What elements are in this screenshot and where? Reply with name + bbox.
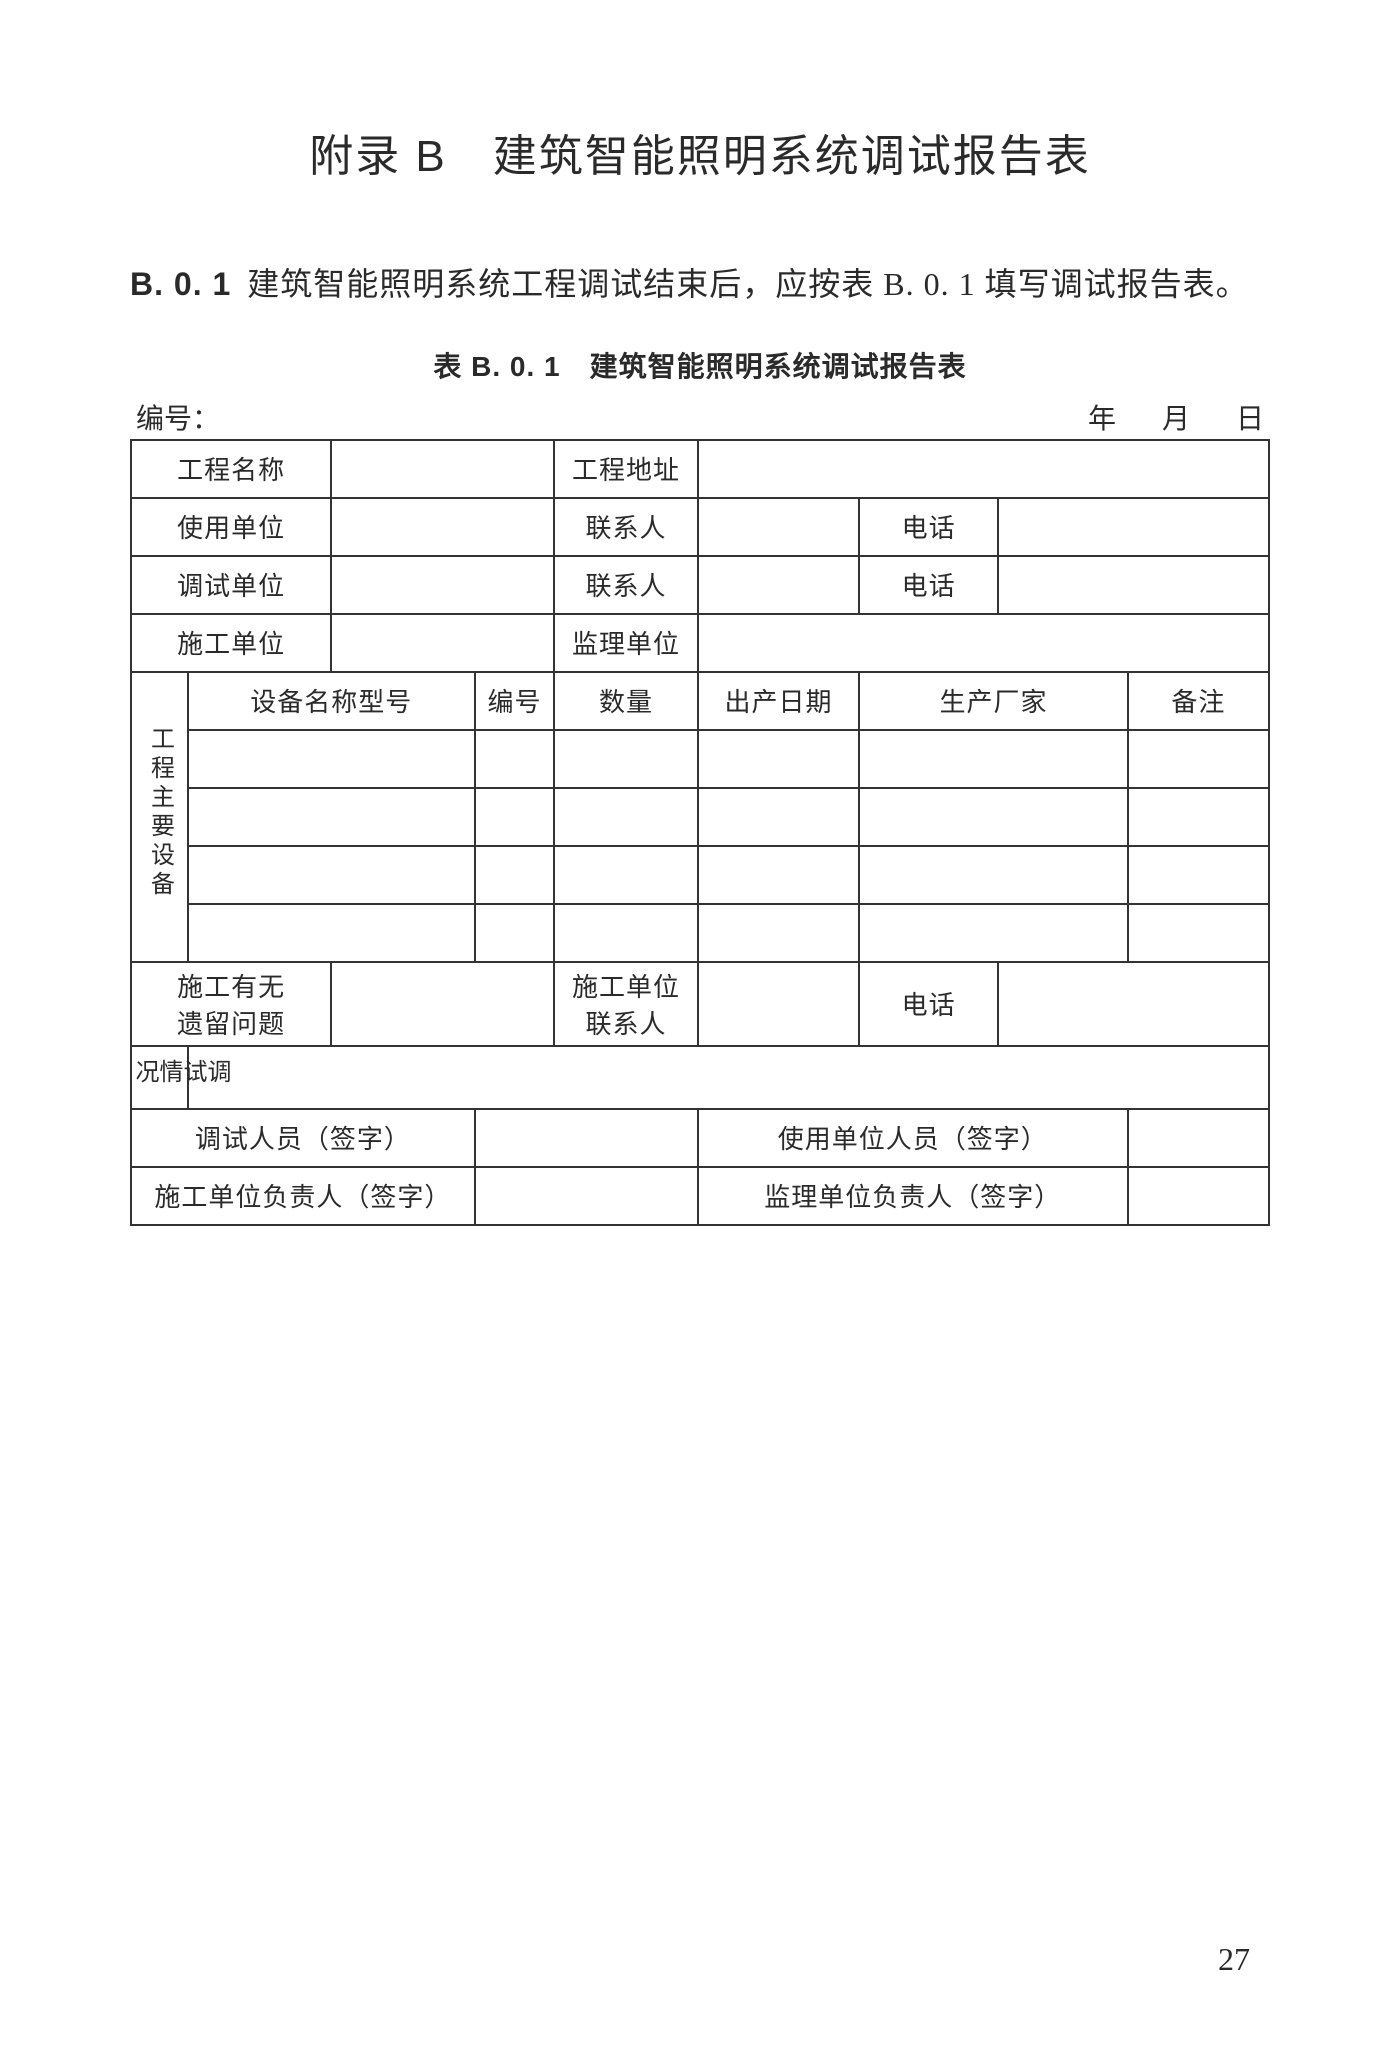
cell-empty bbox=[1128, 846, 1269, 904]
label-sig-debug-staff: 调试人员（签字） bbox=[131, 1109, 475, 1167]
cell-empty bbox=[1128, 1109, 1269, 1167]
cell-empty bbox=[998, 556, 1269, 614]
table-row: 调试情况 bbox=[131, 1046, 1269, 1109]
appendix-heading: 附录 B 建筑智能照明系统调试报告表 bbox=[130, 120, 1270, 184]
cell-empty bbox=[188, 1046, 1269, 1109]
cell-empty bbox=[554, 730, 697, 788]
cell-empty bbox=[475, 1109, 698, 1167]
cell-empty bbox=[188, 788, 475, 846]
cell-empty bbox=[188, 904, 475, 962]
cell-empty bbox=[698, 730, 860, 788]
cell-empty bbox=[554, 788, 697, 846]
table-row: 施工单位负责人（签字） 监理单位负责人（签字） bbox=[131, 1167, 1269, 1225]
cell-empty bbox=[475, 788, 555, 846]
label-phone: 电话 bbox=[859, 556, 998, 614]
table-caption: 表 B. 0. 1 建筑智能照明系统调试报告表 bbox=[130, 345, 1270, 385]
cell-empty bbox=[1128, 904, 1269, 962]
cell-empty bbox=[859, 904, 1128, 962]
cell-empty bbox=[331, 614, 554, 672]
month-label: 月 bbox=[1162, 404, 1190, 435]
cell-empty bbox=[1128, 1167, 1269, 1225]
label-contact: 联系人 bbox=[554, 556, 697, 614]
label-debug-unit: 调试单位 bbox=[131, 556, 331, 614]
cell-empty bbox=[859, 788, 1128, 846]
cell-empty bbox=[475, 730, 555, 788]
table-row bbox=[131, 904, 1269, 962]
paragraph-text: 建筑智能照明系统工程调试结束后，应按表 B. 0. 1 填写调试报告表。 bbox=[247, 266, 1248, 302]
section-number: B. 0. 1 bbox=[130, 266, 231, 302]
cell-empty bbox=[331, 556, 554, 614]
table-row: 施工有无 遗留问题 施工单位 联系人 电话 bbox=[131, 962, 1269, 1046]
cell-empty bbox=[859, 846, 1128, 904]
intro-paragraph: B. 0. 1 建筑智能照明系统工程调试结束后，应按表 B. 0. 1 填写调试报… bbox=[130, 254, 1270, 315]
label-supervision-unit: 监理单位 bbox=[554, 614, 697, 672]
cell-empty bbox=[475, 846, 555, 904]
meta-line: 编号： 年 月 日 bbox=[130, 397, 1270, 437]
label-project-address: 工程地址 bbox=[554, 440, 697, 498]
label-user-unit: 使用单位 bbox=[131, 498, 331, 556]
table-row: 施工单位 监理单位 bbox=[131, 614, 1269, 672]
cell-empty bbox=[188, 846, 475, 904]
table-row bbox=[131, 846, 1269, 904]
label-main-equipment: 工程主要设备 bbox=[131, 672, 188, 962]
label-contact: 联系人 bbox=[554, 498, 697, 556]
cell-empty bbox=[698, 846, 860, 904]
label-remark: 备注 bbox=[1128, 672, 1269, 730]
page: 附录 B 建筑智能照明系统调试报告表 B. 0. 1 建筑智能照明系统工程调试结束… bbox=[0, 0, 1400, 2048]
cell-empty bbox=[554, 846, 697, 904]
table-row: 工程名称 工程地址 bbox=[131, 440, 1269, 498]
label-quantity: 数量 bbox=[554, 672, 697, 730]
label-sig-supervision-lead: 监理单位负责人（签字） bbox=[698, 1167, 1128, 1225]
cell-empty bbox=[475, 904, 555, 962]
year-label: 年 bbox=[1088, 404, 1116, 435]
label-manufacturer: 生产厂家 bbox=[859, 672, 1128, 730]
page-number: 27 bbox=[1218, 1941, 1250, 1978]
cell-empty bbox=[698, 498, 860, 556]
cell-empty bbox=[188, 730, 475, 788]
table-row: 工程主要设备 设备名称型号 编号 数量 出产日期 生产厂家 备注 bbox=[131, 672, 1269, 730]
label-debug-situation: 调试情况 bbox=[131, 1046, 188, 1109]
date-placeholder: 年月日 bbox=[1042, 397, 1264, 437]
label-equip-no: 编号 bbox=[475, 672, 555, 730]
cell-empty bbox=[1128, 730, 1269, 788]
cell-empty bbox=[698, 788, 860, 846]
table-row: 使用单位 联系人 电话 bbox=[131, 498, 1269, 556]
cell-empty bbox=[331, 498, 554, 556]
serial-label: 编号： bbox=[136, 397, 220, 437]
label-phone: 电话 bbox=[859, 962, 998, 1046]
cell-empty bbox=[554, 904, 697, 962]
label-construction-unit: 施工单位 bbox=[131, 614, 331, 672]
table-row: 调试单位 联系人 电话 bbox=[131, 556, 1269, 614]
cell-empty bbox=[331, 962, 554, 1046]
day-label: 日 bbox=[1236, 404, 1264, 435]
cell-empty bbox=[998, 498, 1269, 556]
cell-empty bbox=[859, 730, 1128, 788]
cell-empty bbox=[1128, 788, 1269, 846]
table-row bbox=[131, 788, 1269, 846]
cell-empty bbox=[698, 904, 860, 962]
cell-empty bbox=[698, 440, 1269, 498]
label-sig-construction-lead: 施工单位负责人（签字） bbox=[131, 1167, 475, 1225]
label-phone: 电话 bbox=[859, 498, 998, 556]
cell-empty bbox=[698, 614, 1269, 672]
cell-empty bbox=[698, 556, 860, 614]
report-form-table: 工程名称 工程地址 使用单位 联系人 电话 调试单位 联系人 电话 施工单位 bbox=[130, 439, 1270, 1226]
table-row bbox=[131, 730, 1269, 788]
label-production-date: 出产日期 bbox=[698, 672, 860, 730]
label-project-name: 工程名称 bbox=[131, 440, 331, 498]
label-equip-name-model: 设备名称型号 bbox=[188, 672, 475, 730]
label-sig-user-staff: 使用单位人员（签字） bbox=[698, 1109, 1128, 1167]
table-row: 调试人员（签字） 使用单位人员（签字） bbox=[131, 1109, 1269, 1167]
label-construction-contact: 施工单位 联系人 bbox=[554, 962, 697, 1046]
label-pending-issues: 施工有无 遗留问题 bbox=[131, 962, 331, 1046]
cell-empty bbox=[331, 440, 554, 498]
cell-empty bbox=[698, 962, 860, 1046]
cell-empty bbox=[998, 962, 1269, 1046]
cell-empty bbox=[475, 1167, 698, 1225]
